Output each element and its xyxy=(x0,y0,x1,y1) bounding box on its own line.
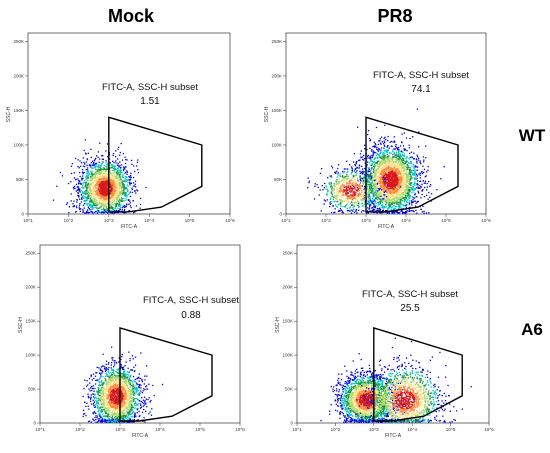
y-tick-label: 50K xyxy=(285,387,293,392)
x-tick-label: 10^2 xyxy=(321,218,331,223)
x-axis-label: FITC-A xyxy=(385,433,402,439)
x-tick-label: 10^1 xyxy=(292,427,302,432)
y-axis-label: SSC-H xyxy=(275,317,281,333)
y-tick-label: 50K xyxy=(274,177,282,182)
row-label-wt: WT xyxy=(519,126,546,145)
y-tick-label: 100K xyxy=(271,142,282,147)
y-tick-label: 200K xyxy=(13,73,24,78)
gate-percent: 74.1 xyxy=(411,84,431,95)
x-tick-label: 10^5 xyxy=(446,427,456,432)
y-tick-label: 150K xyxy=(282,319,293,324)
gate-label: FITC-A, SSC-H subset xyxy=(102,82,198,93)
flow-plot-pr8-wt: 0 50K 100K 150K 200K 250K 10^1 10^2 10^3 10^4 10^5… xyxy=(264,32,491,230)
y-tick-label: 250K xyxy=(282,251,293,256)
event-points xyxy=(320,337,472,423)
gate-percent: 1.51 xyxy=(140,96,160,107)
x-tick-label: 10^5 xyxy=(195,427,205,432)
x-tick-label: 10^4 xyxy=(155,427,165,432)
gate-label: FITC-A, SSC-H subset xyxy=(143,295,239,306)
y-tick-label: 200K xyxy=(282,285,293,290)
flow-plot-mock-wt: 0 50K 100K 150K 200K 250K 10^1 10^2 10^3 10^4 10^5… xyxy=(6,32,235,230)
y-tick-label: 250K xyxy=(25,251,36,256)
x-tick-label: 10^2 xyxy=(75,427,85,432)
y-tick-label: 100K xyxy=(13,142,24,147)
x-tick-label: 10^5 xyxy=(441,218,451,223)
gate-label: FITC-A, SSC-H subset xyxy=(362,289,458,300)
y-axis-label: SSC-H xyxy=(264,106,270,122)
gate-polygon xyxy=(365,116,459,213)
row-label-a6: A6 xyxy=(521,320,543,339)
y-tick-label: 150K xyxy=(13,108,24,113)
x-tick-label: 10^6 xyxy=(484,427,494,432)
y-tick-label: 250K xyxy=(271,39,282,44)
y-tick-label: 200K xyxy=(25,285,36,290)
flow-plot-pr8-a6: 0 50K 100K 150K 200K 250K 10^1 10^2 10^3 10^4 10^5… xyxy=(275,244,494,439)
x-tick-label: 10^1 xyxy=(23,218,33,223)
y-tick-label: 100K xyxy=(25,353,36,358)
x-axis-label: FITC-A xyxy=(132,433,149,439)
y-axis-label: SSC-H xyxy=(6,106,12,122)
x-tick-label: 10^6 xyxy=(481,218,491,223)
y-tick-label: 0 xyxy=(279,212,282,217)
column-title-pr8: PR8 xyxy=(377,6,412,26)
y-axis-label: SSC-H xyxy=(18,317,24,333)
flow-plot-mock-a6: 0 50K 100K 150K 200K 250K 10^1 10^2 10^3 10^4 10^5… xyxy=(18,244,245,439)
x-tick-label: 10^4 xyxy=(144,218,154,223)
x-tick-label: 10^1 xyxy=(281,218,291,223)
y-tick-label: 0 xyxy=(33,421,36,426)
y-tick-label: 200K xyxy=(271,73,282,78)
x-tick-label: 10^2 xyxy=(331,427,341,432)
y-tick-label: 0 xyxy=(21,212,24,217)
x-tick-label: 10^2 xyxy=(64,218,74,223)
gate-label: FITC-A, SSC-H subset xyxy=(373,70,469,81)
x-tick-label: 10^1 xyxy=(35,427,45,432)
y-tick-label: 150K xyxy=(25,319,36,324)
x-axis-label: FITC-A xyxy=(378,224,395,230)
y-tick-label: 250K xyxy=(13,39,24,44)
y-tick-label: 100K xyxy=(282,353,293,358)
y-tick-label: 50K xyxy=(28,387,36,392)
x-tick-label: 10^4 xyxy=(407,427,417,432)
gate-polygon xyxy=(373,326,463,422)
gate-polygon xyxy=(119,326,213,422)
gate-percent: 25.5 xyxy=(400,303,420,314)
x-tick-label: 10^5 xyxy=(185,218,195,223)
y-tick-label: 150K xyxy=(271,108,282,113)
x-tick-label: 10^4 xyxy=(401,218,411,223)
event-points xyxy=(307,108,445,214)
y-tick-label: 50K xyxy=(16,177,24,182)
plots-grid: 0 50K 100K 150K 200K 250K 10^1 10^2 10^3 10^4 10^5… xyxy=(6,32,494,439)
gate-percent: 0.88 xyxy=(181,310,201,321)
x-axis-label: FITC-A xyxy=(121,224,138,230)
x-tick-label: 10^3 xyxy=(369,427,379,432)
y-tick-label: 0 xyxy=(290,421,293,426)
x-tick-label: 10^3 xyxy=(104,218,114,223)
x-tick-label: 10^3 xyxy=(115,427,125,432)
gate-polygon xyxy=(108,116,203,213)
x-tick-label: 10^3 xyxy=(361,218,371,223)
x-tick-label: 10^6 xyxy=(225,218,235,223)
x-tick-label: 10^6 xyxy=(235,427,245,432)
column-title-mock: Mock xyxy=(108,6,155,26)
